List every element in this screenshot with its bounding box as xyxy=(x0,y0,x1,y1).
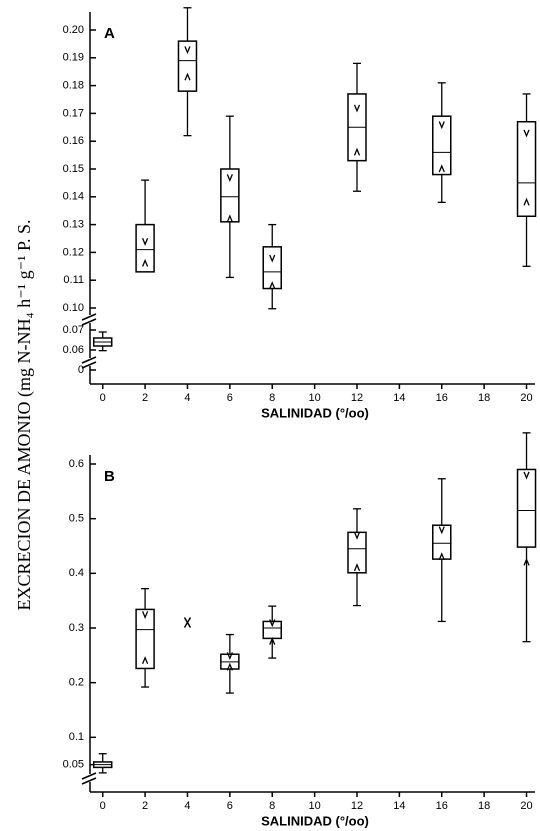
ci-high xyxy=(141,238,149,246)
x-tick-label: 10 xyxy=(308,800,320,812)
ci-low xyxy=(438,164,445,173)
y-tick-label: 0.3 xyxy=(69,622,84,634)
ci-high xyxy=(353,104,361,113)
y-tick-label: 0.18 xyxy=(63,80,84,92)
x-tick-label: 10 xyxy=(308,392,320,404)
x-tick-label: 14 xyxy=(393,800,405,812)
y-tick-label: 0.16 xyxy=(63,135,84,147)
ci-low xyxy=(184,72,191,81)
box xyxy=(432,115,452,176)
x-tick-label: 2 xyxy=(142,800,148,812)
x-tick-label: 12 xyxy=(351,800,363,812)
box xyxy=(220,168,240,223)
box xyxy=(347,531,367,574)
ci-high xyxy=(269,254,276,263)
y-tick-label: 0.15 xyxy=(63,163,84,175)
y-tick-label: 0.6 xyxy=(69,458,84,470)
ci-low xyxy=(438,552,445,561)
y-tick-label: 0.5 xyxy=(69,513,84,525)
y-tick-label: 0.2 xyxy=(69,677,84,689)
y-tick-label: 0.12 xyxy=(63,246,84,258)
x-tick-label: 8 xyxy=(269,392,275,404)
x-tick-label: 6 xyxy=(227,800,233,812)
x-tick-label: 20 xyxy=(520,392,532,404)
x-tick-label: 4 xyxy=(184,392,190,404)
y-tick-label: 0.10 xyxy=(63,302,84,314)
ci-high xyxy=(438,121,445,130)
x-tick-label: 18 xyxy=(478,800,490,812)
x-tick-label: 18 xyxy=(478,392,490,404)
ci-low xyxy=(523,197,530,206)
ci-low xyxy=(141,656,149,665)
x-tick-label: 16 xyxy=(436,800,448,812)
panel-label: A xyxy=(104,25,115,42)
ci-high xyxy=(141,611,149,620)
ci-high xyxy=(523,129,530,138)
ci-low xyxy=(523,557,530,566)
y-tick-label: 0 xyxy=(78,364,84,376)
box xyxy=(432,524,452,560)
x-tick-label: 14 xyxy=(393,392,405,404)
y-tick-label: 0.19 xyxy=(63,52,84,64)
y-tick-label: 0.14 xyxy=(63,191,84,203)
y-tick-label: 0.13 xyxy=(63,219,84,231)
box xyxy=(262,246,282,290)
x-tick-label: 0 xyxy=(100,392,106,404)
x-tick-label: 6 xyxy=(227,392,233,404)
x-tick-label: 4 xyxy=(184,800,190,812)
ci-high xyxy=(184,46,191,55)
x-tick-label: 8 xyxy=(269,800,275,812)
axis-break xyxy=(81,313,97,326)
y-tick-label: 0.06 xyxy=(63,344,84,356)
ci-high xyxy=(226,652,233,661)
ci-low xyxy=(269,636,276,645)
axis-break xyxy=(81,772,97,785)
ci-low xyxy=(226,662,233,671)
x-tick-label: 12 xyxy=(351,392,363,404)
box xyxy=(516,120,537,218)
axis-break xyxy=(81,356,97,369)
y-tick-label: 0.11 xyxy=(63,274,84,286)
box xyxy=(177,40,198,92)
y-tick-label: 0.17 xyxy=(63,107,84,119)
x-tick-label: 20 xyxy=(520,800,532,812)
ci-high xyxy=(438,526,445,535)
x-tick-label: 16 xyxy=(436,392,448,404)
y-tick-label: 0.1 xyxy=(69,731,84,743)
ci-low xyxy=(141,258,149,267)
x-axis-label: SALINIDAD (°/oo) xyxy=(261,813,369,828)
axis-break-gap xyxy=(87,315,93,323)
x-tick-label: 2 xyxy=(142,392,148,404)
box xyxy=(516,468,537,548)
y-tick-label: 0.20 xyxy=(63,24,84,36)
y-tick-label: 0.4 xyxy=(69,567,84,579)
ci-low xyxy=(353,563,361,572)
x-tick-label: 0 xyxy=(100,800,106,812)
ci-high xyxy=(269,619,276,628)
point-marker xyxy=(183,617,192,628)
y-tick-label: 0.07 xyxy=(63,324,84,336)
y-tick-label: 0.05 xyxy=(63,759,84,771)
ci-high xyxy=(226,174,233,183)
panel-label: B xyxy=(104,468,115,485)
ci-low xyxy=(269,281,276,290)
y-axis-label: EXCRECION DE AMONIO (mg N-NH₄ h⁻¹ g⁻¹ P.… xyxy=(14,219,35,610)
ci-high xyxy=(353,531,361,540)
box xyxy=(135,223,155,273)
x-axis-label: SALINIDAD (°/oo) xyxy=(261,405,369,420)
ci-low xyxy=(226,214,233,223)
axis-break-gap xyxy=(87,358,93,366)
ci-low xyxy=(353,147,361,156)
box xyxy=(135,608,155,670)
axis-break-gap xyxy=(87,774,93,782)
ci-high xyxy=(523,471,530,480)
